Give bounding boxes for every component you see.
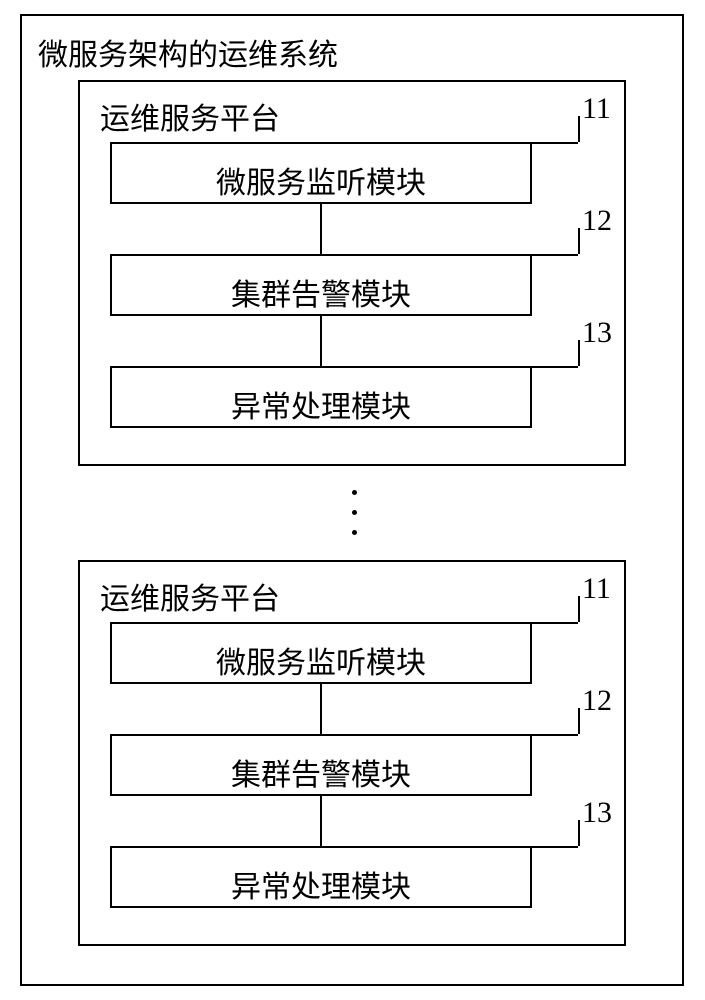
callout-number: 11 (582, 572, 611, 606)
platform-title-1: 运维服务平台 (100, 94, 280, 138)
module-label: 异常处理模块 (112, 382, 530, 426)
module-label: 集群告警模块 (112, 270, 530, 314)
callout-line-icon (532, 366, 578, 368)
callout-line-icon (578, 708, 580, 734)
callout-number: 13 (582, 796, 612, 830)
callout-line-icon (532, 254, 578, 256)
callout-number: 11 (582, 92, 611, 126)
callout-line-icon (578, 820, 580, 846)
callout-line-icon (532, 846, 578, 848)
module-label: 微服务监听模块 (112, 638, 530, 682)
module-box-p1-m3: 异常处理模块 (110, 366, 532, 428)
callout-number: 12 (582, 684, 612, 718)
callout-number: 12 (582, 204, 612, 238)
ellipsis-icon (352, 510, 357, 515)
callout-line-icon (532, 142, 578, 144)
module-label: 集群告警模块 (112, 750, 530, 794)
callout-line-icon (578, 228, 580, 254)
callout-line-icon (578, 116, 580, 142)
module-label: 微服务监听模块 (112, 158, 530, 202)
module-box-p2-m3: 异常处理模块 (110, 846, 532, 908)
system-title: 微服务架构的运维系统 (38, 30, 338, 74)
callout-line-icon (578, 340, 580, 366)
connector-icon (320, 796, 322, 846)
connector-icon (320, 204, 322, 254)
connector-icon (320, 684, 322, 734)
module-box-p2-m2: 集群告警模块 (110, 734, 532, 796)
callout-line-icon (532, 622, 578, 624)
module-box-p1-m1: 微服务监听模块 (110, 142, 532, 204)
callout-line-icon (532, 734, 578, 736)
diagram-stage: 微服务架构的运维系统 运维服务平台 微服务监听模块 11 集群告警模块 12 异… (0, 0, 705, 1000)
callout-line-icon (578, 596, 580, 622)
module-box-p1-m2: 集群告警模块 (110, 254, 532, 316)
module-label: 异常处理模块 (112, 862, 530, 906)
ellipsis-icon (352, 530, 357, 535)
ellipsis-icon (352, 490, 357, 495)
platform-title-2: 运维服务平台 (100, 574, 280, 618)
module-box-p2-m1: 微服务监听模块 (110, 622, 532, 684)
callout-number: 13 (582, 316, 612, 350)
connector-icon (320, 316, 322, 366)
